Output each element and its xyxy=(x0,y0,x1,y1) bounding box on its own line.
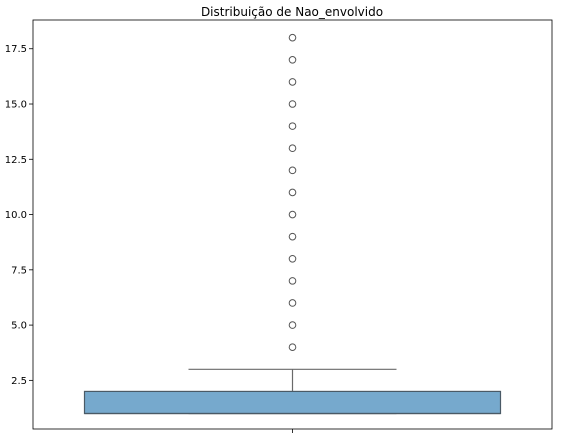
outlier-points xyxy=(288,33,297,352)
outlier-point xyxy=(288,299,297,307)
y-tick-label: 5.0 xyxy=(11,321,27,332)
y-tick-label: 7.5 xyxy=(11,265,27,276)
plot-area-frame xyxy=(32,19,553,430)
outlier-point xyxy=(288,343,297,352)
outlier-point xyxy=(288,254,297,263)
y-axis: 2.5 5.0 7.5 10.0 12.5 15.0 17.5 xyxy=(5,44,33,387)
outlier-point xyxy=(288,144,297,153)
y-tick-label: 2.5 xyxy=(11,376,27,387)
outlier-point xyxy=(288,100,297,108)
y-tick-label: 15.0 xyxy=(5,100,27,111)
box-group xyxy=(83,368,502,415)
interquartile-box xyxy=(83,390,502,415)
outlier-point xyxy=(288,78,297,86)
outlier-point xyxy=(288,166,297,175)
outlier-point xyxy=(288,210,297,219)
outlier-point xyxy=(288,277,297,285)
outlier-point xyxy=(288,321,297,329)
y-tick-label: 10.0 xyxy=(5,210,27,221)
outlier-point xyxy=(288,33,297,42)
chart-title: Distribuição de Nao_envolvido xyxy=(201,5,383,19)
outlier-point xyxy=(288,122,297,130)
outlier-point xyxy=(288,188,297,197)
outlier-point xyxy=(288,232,297,241)
y-tick-label: 12.5 xyxy=(5,155,27,166)
y-tick-label: 17.5 xyxy=(5,44,27,55)
outlier-point xyxy=(288,55,297,64)
